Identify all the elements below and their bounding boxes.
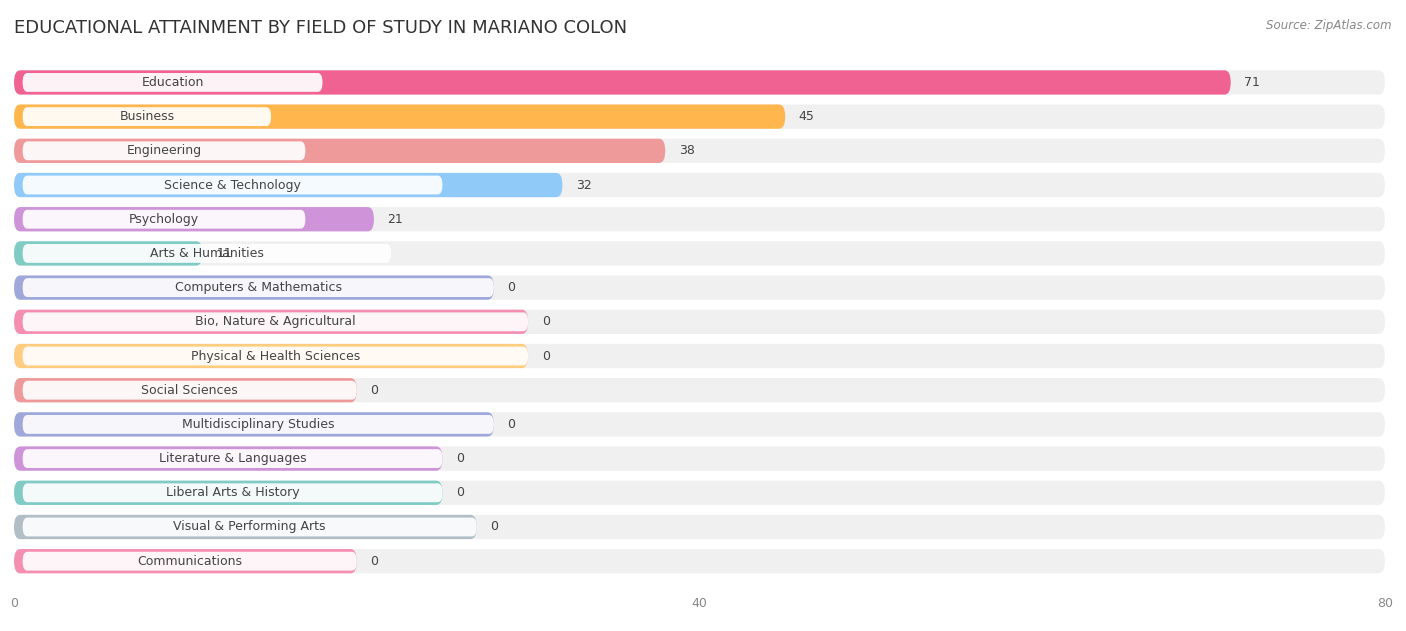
FancyBboxPatch shape [14, 105, 785, 129]
Text: 0: 0 [541, 316, 550, 328]
Text: 0: 0 [456, 452, 464, 465]
FancyBboxPatch shape [14, 412, 1385, 437]
FancyBboxPatch shape [14, 549, 1385, 574]
Text: 0: 0 [541, 350, 550, 362]
FancyBboxPatch shape [22, 107, 271, 126]
Text: Business: Business [120, 110, 174, 123]
FancyBboxPatch shape [14, 481, 443, 505]
FancyBboxPatch shape [14, 378, 1385, 403]
Text: Arts & Humanities: Arts & Humanities [150, 247, 264, 260]
Text: 38: 38 [679, 144, 695, 157]
Text: Visual & Performing Arts: Visual & Performing Arts [173, 521, 326, 533]
FancyBboxPatch shape [14, 549, 357, 574]
FancyBboxPatch shape [14, 241, 202, 266]
Text: Psychology: Psychology [129, 213, 200, 226]
FancyBboxPatch shape [22, 312, 529, 331]
Text: Education: Education [142, 76, 204, 89]
FancyBboxPatch shape [14, 207, 374, 232]
FancyBboxPatch shape [14, 276, 1385, 300]
Text: Bio, Nature & Agricultural: Bio, Nature & Agricultural [195, 316, 356, 328]
Text: 21: 21 [388, 213, 404, 226]
FancyBboxPatch shape [22, 415, 494, 433]
Text: 45: 45 [799, 110, 814, 123]
FancyBboxPatch shape [14, 139, 665, 163]
Text: 0: 0 [508, 281, 516, 294]
FancyBboxPatch shape [14, 412, 494, 437]
Text: Social Sciences: Social Sciences [142, 384, 238, 397]
FancyBboxPatch shape [22, 483, 443, 502]
FancyBboxPatch shape [22, 380, 357, 399]
Text: Literature & Languages: Literature & Languages [159, 452, 307, 465]
FancyBboxPatch shape [14, 105, 1385, 129]
Text: EDUCATIONAL ATTAINMENT BY FIELD OF STUDY IN MARIANO COLON: EDUCATIONAL ATTAINMENT BY FIELD OF STUDY… [14, 19, 627, 37]
FancyBboxPatch shape [14, 241, 1385, 266]
Text: Source: ZipAtlas.com: Source: ZipAtlas.com [1267, 19, 1392, 32]
FancyBboxPatch shape [22, 278, 494, 297]
FancyBboxPatch shape [14, 139, 1385, 163]
FancyBboxPatch shape [14, 515, 477, 539]
FancyBboxPatch shape [14, 70, 1385, 95]
FancyBboxPatch shape [14, 447, 1385, 471]
FancyBboxPatch shape [22, 449, 443, 468]
Text: 71: 71 [1244, 76, 1260, 89]
Text: Science & Technology: Science & Technology [165, 179, 301, 192]
FancyBboxPatch shape [14, 70, 1230, 95]
Text: 0: 0 [456, 487, 464, 499]
FancyBboxPatch shape [14, 447, 443, 471]
FancyBboxPatch shape [22, 517, 477, 536]
FancyBboxPatch shape [14, 207, 1385, 232]
FancyBboxPatch shape [14, 515, 1385, 539]
Text: 0: 0 [371, 384, 378, 397]
FancyBboxPatch shape [14, 310, 529, 334]
FancyBboxPatch shape [14, 481, 1385, 505]
Text: 32: 32 [576, 179, 592, 192]
FancyBboxPatch shape [14, 276, 494, 300]
Text: 0: 0 [491, 521, 499, 533]
FancyBboxPatch shape [14, 173, 562, 197]
FancyBboxPatch shape [22, 73, 322, 92]
Text: Multidisciplinary Studies: Multidisciplinary Studies [181, 418, 335, 431]
Text: Communications: Communications [138, 555, 242, 568]
FancyBboxPatch shape [14, 344, 1385, 368]
Text: 0: 0 [508, 418, 516, 431]
Text: Engineering: Engineering [127, 144, 201, 157]
FancyBboxPatch shape [14, 173, 1385, 197]
FancyBboxPatch shape [14, 344, 529, 368]
Text: 0: 0 [371, 555, 378, 568]
FancyBboxPatch shape [22, 244, 391, 263]
FancyBboxPatch shape [22, 551, 357, 570]
Text: Liberal Arts & History: Liberal Arts & History [166, 487, 299, 499]
Text: 11: 11 [217, 247, 232, 260]
FancyBboxPatch shape [14, 378, 357, 403]
FancyBboxPatch shape [22, 346, 529, 365]
Text: Physical & Health Sciences: Physical & Health Sciences [191, 350, 360, 362]
FancyBboxPatch shape [22, 175, 443, 194]
FancyBboxPatch shape [22, 141, 305, 160]
Text: Computers & Mathematics: Computers & Mathematics [174, 281, 342, 294]
FancyBboxPatch shape [22, 210, 305, 228]
FancyBboxPatch shape [14, 310, 1385, 334]
